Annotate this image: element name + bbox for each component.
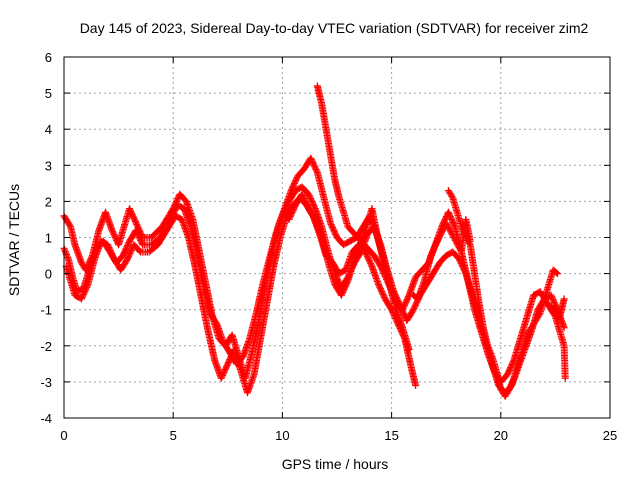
y-tick-label: 2 [45,194,52,209]
data-points [60,82,569,400]
data-point [552,269,560,277]
series-trace-7 [285,190,413,353]
x-tick-label: 10 [275,428,289,443]
data-point [405,345,413,353]
y-axis-label: SDTVAR / TECUs [6,184,22,296]
data-point [486,346,494,354]
data-point [367,261,375,269]
y-tick-label: -1 [40,303,52,318]
y-tick-label: 0 [45,267,52,282]
chart-title: Day 145 of 2023, Sidereal Day-to-day VTE… [80,20,589,36]
series-trace-5 [444,187,562,400]
data-point [412,382,420,390]
data-point [409,291,417,299]
y-tick-label: -3 [40,375,52,390]
data-point [428,250,436,258]
data-point [547,302,555,310]
data-point [505,387,513,395]
y-tick-label: 3 [45,158,52,173]
data-point [548,305,556,313]
x-tick-label: 15 [384,428,398,443]
data-point [554,270,562,278]
data-point [63,252,71,260]
data-point [404,293,412,301]
data-point [448,192,456,200]
y-tick-label: 4 [45,122,52,137]
axis-ticks [63,56,611,419]
data-point [343,278,351,286]
data-point [484,343,492,351]
data-point [506,385,514,393]
data-point [486,348,494,356]
data-point [506,384,514,392]
data-point [553,304,561,312]
data-point [549,307,557,315]
y-tick-label: -2 [40,339,52,354]
data-point [561,374,569,382]
data-point [83,282,91,290]
x-tick-label: 5 [170,428,177,443]
tick-labels: 0 5 10 15 20 25 -4 -3 -2 -1 0 1 2 3 4 5 6 [40,50,617,443]
y-tick-label: 5 [45,86,52,101]
data-point [485,345,493,353]
y-tick-label: 6 [45,50,52,65]
data-point [487,350,495,358]
data-point [548,304,556,312]
x-axis-label: GPS time / hours [282,456,389,472]
data-point [313,167,321,175]
series-trace-4 [313,82,404,314]
data-point [550,308,558,316]
data-point [560,295,568,303]
data-point [411,292,419,300]
data-point [507,380,515,388]
series-trace-8 [547,302,569,382]
data-point [508,379,516,387]
data-point [61,246,69,254]
data-point [64,254,72,262]
x-tick-label: 25 [603,428,617,443]
data-point [507,382,515,390]
data-point [551,311,559,319]
data-point [311,203,319,211]
data-point [461,268,469,276]
x-tick-label: 20 [494,428,508,443]
x-tick-label: 0 [60,428,67,443]
data-point [61,247,69,255]
data-point [535,311,543,319]
data-point [450,221,458,229]
data-point [484,342,492,350]
data-point [509,377,517,385]
y-tick-label: 1 [45,231,52,246]
series-trace-6 [409,215,474,303]
data-point [550,310,558,318]
y-tick-label: -4 [40,411,52,426]
data-point [509,376,517,384]
data-point [487,351,495,359]
